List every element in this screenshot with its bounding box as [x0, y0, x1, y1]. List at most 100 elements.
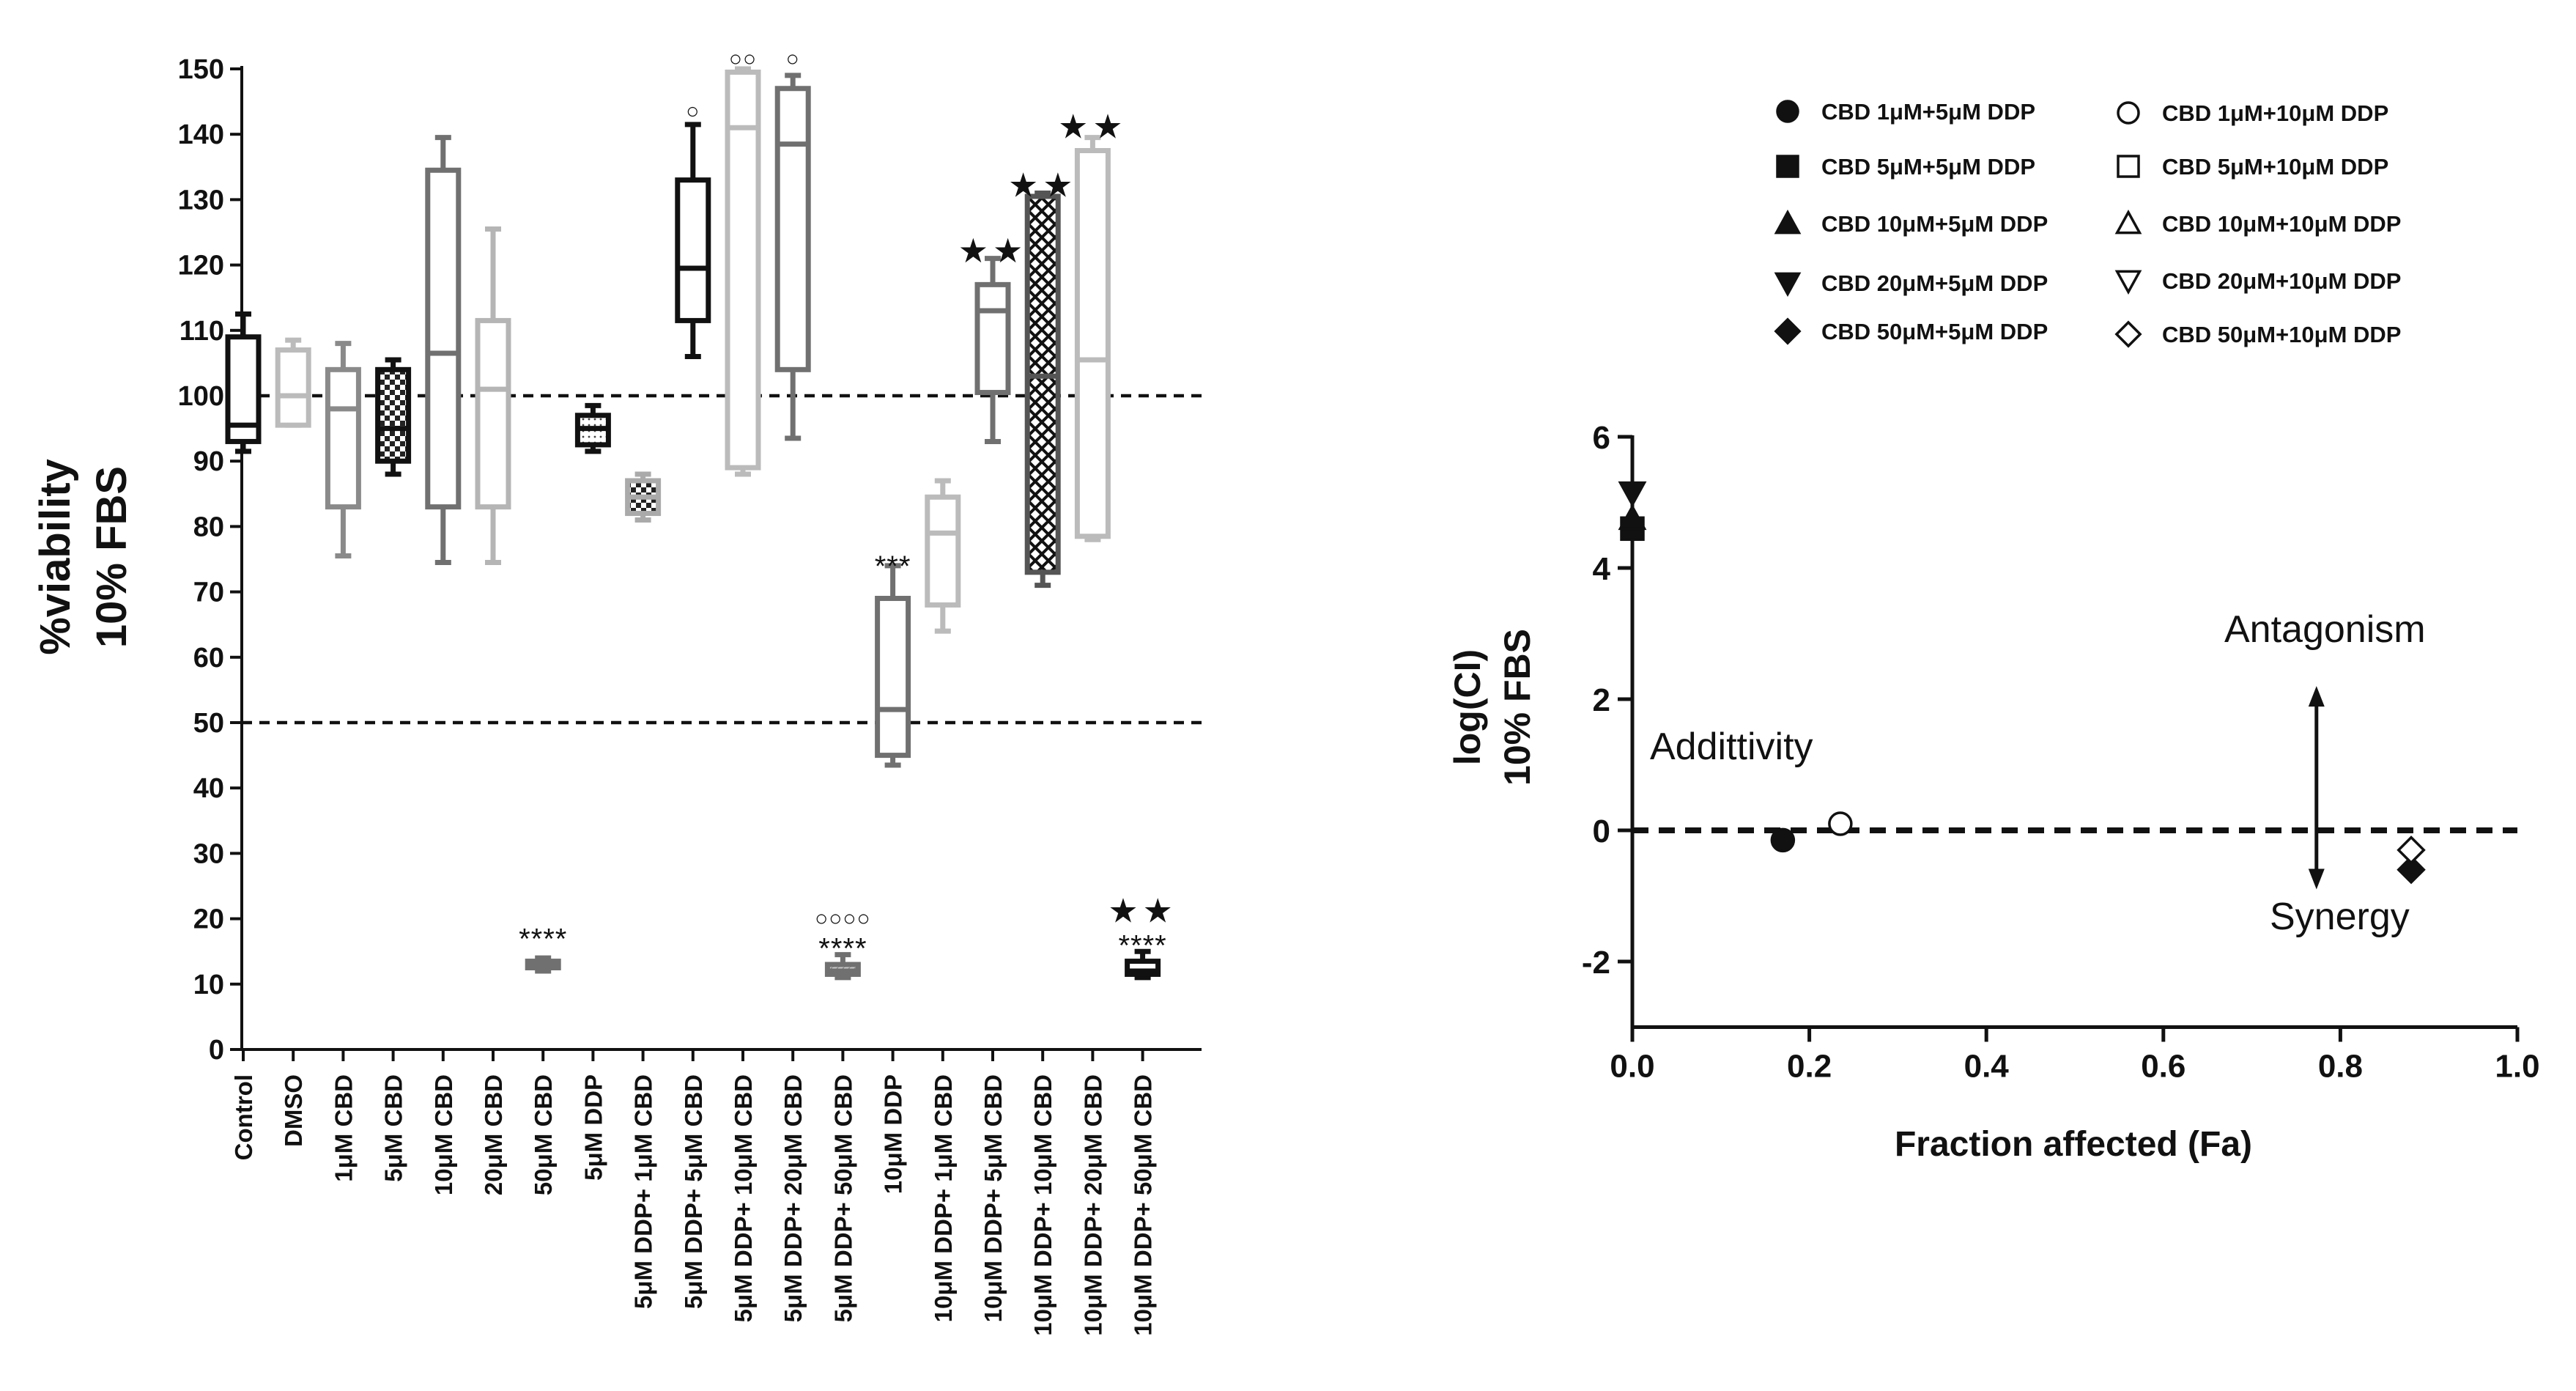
legend-item-2: CBD 5μM+5μM DDP — [1776, 154, 2035, 180]
legend-marker-circle-filled — [1776, 100, 1799, 123]
scatter-x-tick-label: 0.6 — [2141, 1049, 2185, 1085]
legend-label: CBD 10μM+5μM DDP — [1821, 211, 2048, 237]
data-point-circle-filled — [1770, 827, 1796, 853]
additivity-label: Addittivity — [1650, 726, 1813, 768]
box-plot-axes: 0 10 20 30 40 50 60 70 80 90 100 110 120 130 140 150 Con… — [178, 54, 1202, 1336]
box-iqr — [375, 366, 412, 464]
x-tick-label: 5μM CBD — [380, 1074, 407, 1182]
x-tick-label: 5μM DDP+ 5μM CBD — [680, 1074, 707, 1309]
x-tick-label: 5μM DDP+ 1μM CBD — [630, 1074, 657, 1309]
box-iqr — [425, 167, 462, 510]
x-tick-label: 10μM DDP+ 10μM CBD — [1029, 1074, 1056, 1336]
legend-item-5: CBD 50μM+5μM DDP — [1774, 317, 2048, 345]
significance-annotation: ○ — [786, 47, 800, 71]
y-tick-label: 150 — [178, 54, 224, 85]
legend-marker-square-filled — [1776, 155, 1799, 178]
box-12 — [774, 73, 811, 441]
legend-marker-triangle-down-open — [2114, 270, 2142, 295]
y-tick-label: 90 — [193, 446, 224, 477]
significance-annotation: ○○○○ — [815, 907, 870, 931]
arrow-head-down — [2308, 868, 2325, 890]
legend-item-1: CBD 1μM+5μM DDP — [1776, 99, 2035, 125]
data-point-triangle-down-filled — [1618, 481, 1647, 508]
significance-annotation: *** — [875, 550, 911, 583]
box-iqr — [1074, 148, 1111, 539]
box-iqr — [275, 347, 311, 428]
scatter-marks — [1618, 481, 2426, 890]
scatter-x-tick-label: 0.0 — [1610, 1049, 1654, 1085]
box-4 — [375, 357, 412, 477]
box-iqr — [725, 69, 761, 471]
significance-annotation: ○○ — [729, 47, 757, 71]
y-axis-label-line1: %viability — [32, 459, 79, 655]
x-tick-label: 20μM CBD — [480, 1074, 507, 1195]
significance-annotation: **** — [519, 923, 567, 955]
antagonism-label: Antagonism — [2224, 608, 2426, 651]
box-8 — [574, 402, 611, 454]
legend-marker-triangle-up-open — [2114, 209, 2142, 235]
legend-item-3: CBD 10μM+5μM DDP — [1774, 209, 2048, 237]
legend-marker-square-open — [2117, 155, 2140, 178]
y-tick-label: 130 — [178, 185, 224, 215]
x-tick-label: 1μM CBD — [330, 1074, 357, 1182]
y-tick-label: 110 — [179, 316, 224, 347]
significance-annotation: **** — [818, 933, 867, 965]
box-16 — [974, 256, 1011, 444]
scatter-x-tick-label: 0.4 — [1964, 1049, 2010, 1085]
significance-annotation: ★★ — [1008, 166, 1077, 204]
legend-marker-circle-open — [2117, 101, 2140, 125]
scatter-y-tick-label: 0 — [1593, 813, 1610, 849]
y-axis-label-line2: 10% FBS — [88, 466, 136, 648]
legend-label: CBD 10μM+10μM DDP — [2162, 211, 2401, 237]
y-tick-label: 0 — [209, 1035, 224, 1066]
box-iqr — [974, 281, 1011, 396]
scatter-y-tick-label: -2 — [1582, 945, 1610, 981]
significance-annotation: ★★ — [1058, 107, 1127, 145]
data-point-diamond-open — [2397, 835, 2426, 865]
legend-marker-diamond-filled — [1774, 317, 1802, 345]
scatter-y-tick-label: 2 — [1593, 682, 1610, 718]
x-tick-label: Control — [230, 1074, 257, 1160]
x-tick-label: 10μM DDP+ 50μM CBD — [1130, 1074, 1157, 1336]
box-6 — [475, 226, 511, 565]
box-14 — [875, 563, 911, 768]
box-7 — [525, 955, 561, 974]
y-tick-label: 70 — [193, 578, 224, 608]
legend-label: CBD 20μM+10μM DDP — [2162, 268, 2401, 294]
significance-annotation: ★★ — [1108, 892, 1177, 930]
significance-annotation: **** — [1118, 929, 1166, 962]
x-tick-label: 10μM DDP+ 1μM CBD — [930, 1074, 957, 1322]
significance-annotation: ★★ — [958, 232, 1027, 270]
scatter-x-axis-label: Fraction affected (Fa) — [1895, 1125, 2252, 1164]
x-tick-label: 10μM DDP+ 5μM CBD — [980, 1074, 1007, 1322]
legend-item-8: CBD 10μM+10μM DDP — [2114, 209, 2401, 237]
x-tick-label: DMSO — [280, 1074, 307, 1147]
box-3 — [325, 341, 361, 559]
scatter-y-axis-label-line2: 10% FBS — [1497, 629, 1538, 786]
data-point-circle-open — [1828, 811, 1853, 836]
y-tick-label: 50 — [193, 708, 224, 739]
significance-annotation: ○ — [686, 100, 700, 124]
scatter-y-axis-label-line1: log(CI) — [1447, 649, 1488, 765]
y-tick-label: 120 — [178, 251, 224, 281]
box-plot-marks: ****○○○ ○○○○○*******★★★★★★★★**** — [225, 47, 1177, 981]
box-10 — [675, 122, 711, 359]
legend-item-6: CBD 1μM+10μM DDP — [2117, 100, 2388, 126]
box-iqr — [925, 494, 961, 608]
box-19 — [1125, 948, 1161, 981]
legend-marker-triangle-down-filled — [1774, 272, 1802, 298]
box-iqr — [774, 86, 811, 372]
x-tick-label: 10μM DDP+ 20μM CBD — [1079, 1074, 1106, 1336]
y-tick-label: 10 — [193, 970, 224, 1000]
legend-label: CBD 1μM+5μM DDP — [1821, 99, 2035, 125]
legend-label: CBD 1μM+10μM DDP — [2162, 100, 2388, 126]
legend-item-9: CBD 20μM+10μM DDP — [2114, 268, 2401, 295]
legend-item-7: CBD 5μM+10μM DDP — [2117, 154, 2388, 180]
box-iqr — [475, 317, 511, 510]
arrow-head-up — [2308, 686, 2325, 707]
legend-marker-diamond-open — [2114, 320, 2142, 348]
legend-label: CBD 50μM+5μM DDP — [1821, 319, 2048, 344]
box-9 — [625, 471, 662, 523]
y-tick-label: 40 — [193, 773, 224, 804]
